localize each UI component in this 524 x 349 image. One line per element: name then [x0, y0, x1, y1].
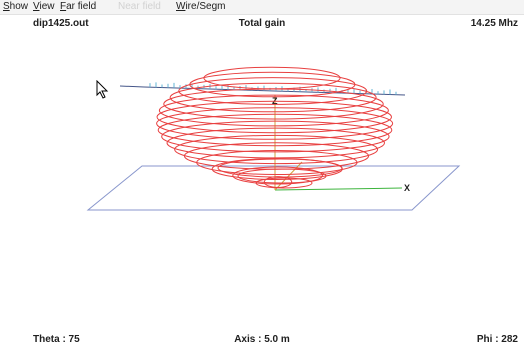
menu-view-mnemonic: V — [33, 1, 40, 12]
menu-far-field-mnemonic: F — [60, 1, 67, 12]
theta-readout: Theta : 75 — [33, 334, 80, 345]
menu-bar: Show View Far field Near field Wire/Segm — [0, 0, 524, 15]
x-axis-label: X — [404, 183, 410, 193]
menu-wire-segm-mnemonic: W — [176, 1, 186, 12]
pattern-slice — [163, 88, 384, 120]
plot-title: Total gain — [238, 18, 286, 29]
pattern-inner-ring — [255, 177, 313, 189]
pointer-shape — [96, 80, 109, 99]
phi-readout: Phi : 282 — [476, 334, 518, 345]
pattern-slice — [169, 82, 377, 113]
menu-view[interactable]: View — [33, 1, 55, 13]
axis-scale-readout: Axis : 5.0 m — [234, 334, 290, 345]
pattern-slice — [158, 94, 389, 127]
horizon-line — [119, 85, 406, 96]
pattern-slice — [166, 127, 385, 159]
pattern-slice — [232, 166, 323, 185]
menu-wire-segm-label: ire/Segm — [185, 1, 226, 12]
pattern-slice — [183, 142, 370, 170]
pattern-slice — [211, 158, 343, 180]
status-bar: Theta : 75 Axis : 5.0 m Phi : 282 — [0, 330, 524, 349]
pattern-inner-ring — [217, 158, 343, 178]
file-name: dip1425.out — [33, 18, 89, 29]
menu-show[interactable]: Show — [3, 1, 28, 13]
frequency-label: 14.25 Mhz — [470, 18, 518, 29]
pattern-slice — [196, 150, 358, 175]
pattern-slice — [156, 107, 394, 140]
pattern-inner-ring — [237, 168, 327, 184]
menu-wire-segm[interactable]: Wire/Segm — [176, 1, 225, 13]
menu-show-label: how — [9, 1, 29, 12]
menu-far-field-label: ar field — [66, 1, 97, 12]
mouse-pointer-icon — [96, 80, 109, 99]
horizon-segment-left — [119, 85, 145, 88]
menu-far-field[interactable]: Far field — [60, 1, 96, 13]
pattern-slice — [174, 134, 379, 165]
menu-show-mnemonic: S — [3, 1, 10, 12]
menu-view-label: iew — [39, 1, 55, 12]
menu-near-field: Near field — [118, 1, 161, 12]
horizon-segment — [143, 86, 406, 96]
pattern-slice — [157, 113, 393, 147]
pattern-slice — [189, 71, 356, 98]
gain-pattern — [156, 66, 394, 189]
pattern-slice — [161, 120, 390, 153]
pattern-slice — [156, 100, 392, 134]
x-axis-line — [274, 187, 403, 191]
radiation-pattern-3d-view[interactable]: Z X — [0, 30, 524, 326]
y-axis-line — [274, 161, 303, 191]
